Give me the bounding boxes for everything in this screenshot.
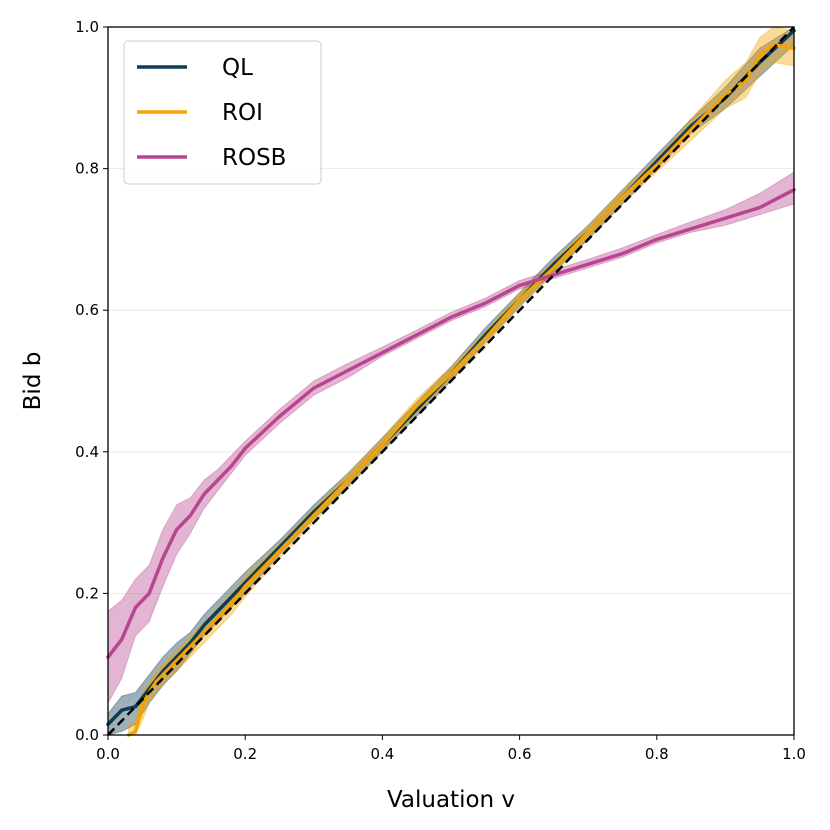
legend-label-rosb: ROSB	[222, 145, 286, 171]
y-tick-label-1: 0.2	[75, 584, 99, 602]
x-tick-label-3: 0.6	[508, 745, 532, 763]
x-tick-label-2: 0.4	[370, 745, 394, 763]
x-axis-label: Valuation v	[387, 787, 515, 813]
y-tick-label-2: 0.4	[75, 443, 99, 461]
ticks: 0.0 0.2 0.4 0.6 0.8 1.0 0.0 0.2 0.4 0.6 0.8 1.0	[75, 18, 806, 763]
legend-label-roi: ROI	[222, 100, 263, 126]
y-tick-label-3: 0.6	[75, 301, 99, 319]
reference-line-group	[107, 26, 795, 736]
series-line-rosb	[106, 188, 796, 659]
legend-box	[123, 40, 322, 185]
y-tick-label-4: 0.8	[75, 160, 99, 178]
y-tick-label-5: 1.0	[75, 18, 99, 36]
legend-label-ql: QL	[222, 55, 253, 81]
x-tick-label-5: 1.0	[782, 745, 806, 763]
series-lines	[106, 28, 796, 737]
series-line-roi	[126, 42, 796, 737]
y-axis-label: Bid b	[20, 352, 46, 411]
plot-frame	[107, 26, 795, 736]
reference-line	[107, 26, 795, 736]
y-tick-label-0: 0.0	[75, 726, 99, 744]
x-tick-label-0: 0.0	[96, 745, 120, 763]
legend: QL ROI ROSB	[123, 40, 322, 185]
x-tick-label-1: 0.2	[233, 745, 257, 763]
x-tick-label-4: 0.8	[645, 745, 669, 763]
